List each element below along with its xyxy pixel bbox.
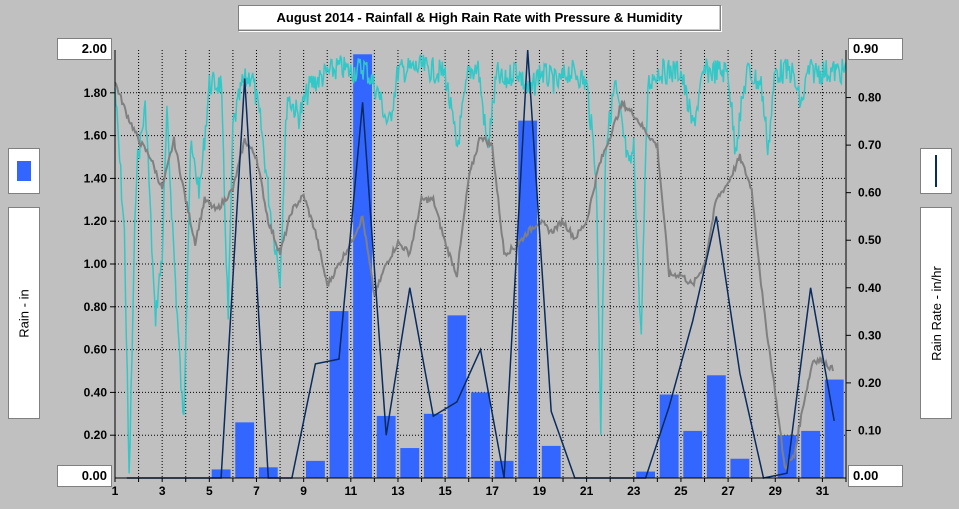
rain-bar	[306, 460, 325, 478]
y-tick-label: 1.40	[84, 171, 108, 185]
y-tick-label: 1.60	[84, 129, 108, 143]
rain-bar	[801, 430, 821, 478]
rain-bar	[400, 448, 420, 478]
rain-rate-line-icon	[935, 155, 937, 187]
y-tick-label: 1.80	[84, 86, 108, 100]
x-tick-label: 27	[721, 484, 735, 498]
y-max-label: 2.00	[81, 41, 107, 56]
rain-bar	[683, 430, 703, 478]
x-tick-label: 15	[438, 484, 452, 498]
rain-bar	[235, 422, 255, 478]
rain-bar	[471, 392, 490, 478]
rain-bar	[329, 311, 349, 478]
x-tick-label: 31	[816, 484, 830, 498]
x-tick-label: 1	[112, 484, 119, 498]
rain-bar	[353, 54, 373, 478]
humidity-line	[114, 54, 847, 474]
x-tick-label: 17	[486, 484, 500, 498]
y2-tick-label: 0.40	[858, 281, 882, 295]
y2-tick-label: 0.20	[858, 376, 882, 390]
rain-bar	[423, 413, 443, 478]
y-tick-label: 0.60	[84, 343, 108, 357]
y-axis-label-box: Rain - in	[8, 207, 40, 419]
legend-rain-swatch-box	[8, 148, 40, 194]
x-tick-label: 9	[300, 484, 307, 498]
y2-tick-label: 0.30	[858, 328, 882, 342]
rain-bar	[376, 415, 396, 478]
x-tick-label: 29	[769, 484, 783, 498]
rain-bar	[824, 379, 844, 478]
y-min-label: 0.00	[81, 468, 107, 483]
y2-tick-label: 0.60	[858, 186, 882, 200]
legend-rate-swatch-box	[920, 148, 952, 194]
y2-min-label: 0.00	[853, 468, 879, 483]
rain-bar	[447, 315, 467, 478]
x-tick-label: 5	[206, 484, 213, 498]
rain-bar	[659, 394, 679, 478]
x-tick-label: 3	[159, 484, 166, 498]
y2-axis-label-box: Rain Rate - in/hr	[920, 207, 952, 419]
y-tick-label: 1.20	[84, 214, 108, 228]
x-tick-label: 25	[674, 484, 688, 498]
y-max-box: 2.00	[57, 38, 112, 60]
chart-title: August 2014 - Rainfall & High Rain Rate …	[238, 5, 721, 31]
rain-bar-icon	[17, 161, 31, 181]
x-tick-label: 23	[627, 484, 641, 498]
rain-bar	[706, 375, 726, 478]
y2-max-box: 0.90	[848, 38, 903, 60]
rain-bar	[518, 120, 538, 479]
y-tick-label: 0.80	[84, 300, 108, 314]
y-tick-label: 0.40	[84, 385, 108, 399]
y-tick-label: 1.00	[84, 257, 108, 271]
x-tick-label: 21	[580, 484, 594, 498]
pressure-line	[114, 81, 834, 471]
x-tick-label: 7	[253, 484, 260, 498]
y-min-box: 0.00	[57, 465, 112, 487]
y2-max-label: 0.90	[853, 41, 879, 56]
y2-tick-label: 0.80	[858, 91, 882, 105]
rain-bar	[541, 445, 561, 478]
y-tick-label: 0.20	[84, 428, 108, 442]
y2-tick-label: 0.70	[858, 138, 882, 152]
y2-tick-label: 0.10	[858, 423, 882, 437]
x-tick-label: 11	[344, 484, 357, 498]
x-tick-label: 19	[533, 484, 547, 498]
x-tick-label: 13	[391, 484, 405, 498]
rain-bar	[636, 471, 655, 478]
rain-bar	[730, 458, 750, 478]
y2-min-box: 0.00	[848, 465, 903, 487]
y2-tick-label: 0.50	[858, 233, 882, 247]
